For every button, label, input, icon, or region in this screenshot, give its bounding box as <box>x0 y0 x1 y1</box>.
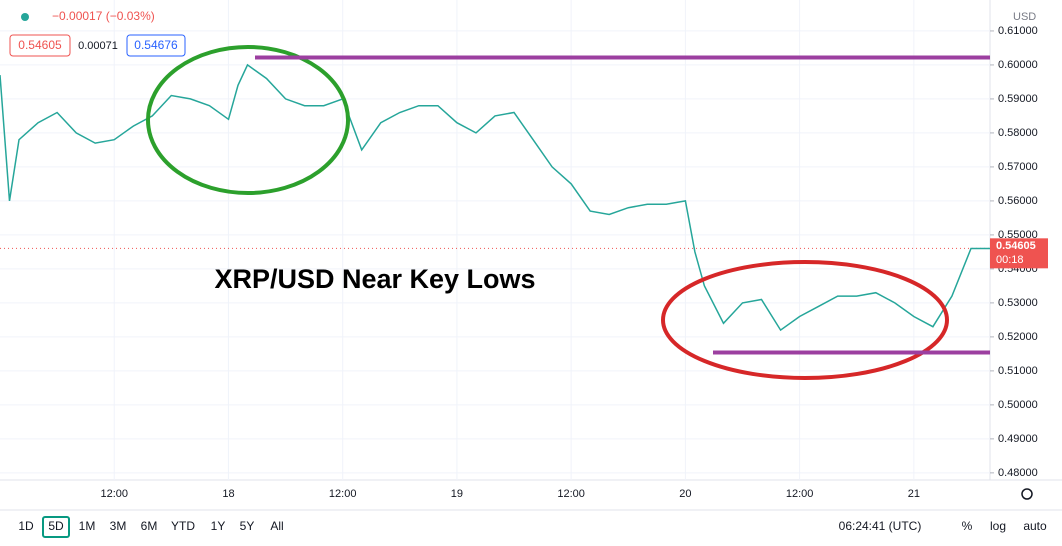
bid: 0.54605 <box>18 38 62 52</box>
y-tick-label: 0.49000 <box>998 433 1038 445</box>
range-button[interactable]: 6M <box>141 519 158 533</box>
percent-toggle[interactable]: % <box>962 519 973 533</box>
range-button[interactable]: All <box>270 519 283 533</box>
range-button[interactable]: 5Y <box>240 519 255 533</box>
settings-icon[interactable] <box>1021 488 1033 500</box>
range-active <box>42 516 70 538</box>
y-tick-label: 0.60000 <box>998 59 1038 71</box>
toolbar: 1D 5D 1M 3M 6M YTD 1Y 5Y All <box>18 516 284 538</box>
y-tick-label: 0.57000 <box>998 161 1038 173</box>
x-tick-label: 12:00 <box>786 488 814 500</box>
y-tick-label: 0.52000 <box>998 331 1038 343</box>
highlight-ellipse <box>661 260 949 380</box>
price-line <box>0 63 990 332</box>
x-tick-label: 18 <box>222 488 234 500</box>
annotation: XRP/USD Near Key Lows <box>214 264 535 294</box>
x-tick-label: 12:00 <box>329 488 357 500</box>
price-change: −0.00017 (−0.03%) <box>52 9 155 23</box>
currency[interactable]: USD <box>1013 11 1036 23</box>
y-tick-label: 0.56000 <box>998 195 1038 207</box>
status-dot <box>21 13 29 21</box>
spread: 0.00071 <box>78 40 118 52</box>
y-tick-label: 0.50000 <box>998 399 1038 411</box>
range-button[interactable]: 1M <box>79 519 96 533</box>
bid-box[interactable] <box>9 34 71 57</box>
ask: 0.54676 <box>134 38 178 52</box>
range-button[interactable]: 5D <box>48 519 64 533</box>
last-price-label: 0.54605 <box>996 240 1036 252</box>
range-button[interactable]: 3M <box>110 519 127 533</box>
range-button[interactable]: YTD <box>171 519 195 533</box>
range-button[interactable]: 1Y <box>211 519 226 533</box>
range-button[interactable]: 1D <box>18 519 34 533</box>
x-tick-label: 12:00 <box>100 488 128 500</box>
auto-toggle[interactable]: auto <box>1023 519 1047 533</box>
y-tick-label: 0.59000 <box>998 93 1038 105</box>
y-tick-label: 0.48000 <box>998 467 1038 479</box>
x-tick-label: 19 <box>451 488 463 500</box>
plot <box>0 0 990 480</box>
y-tick-label: 0.51000 <box>998 365 1038 377</box>
countdown: 00:18 <box>996 254 1024 266</box>
ask-box[interactable] <box>126 34 186 57</box>
clock: 06:24:41 (UTC) <box>839 519 922 533</box>
log-toggle[interactable]: log <box>990 519 1006 533</box>
y-tick-label: 0.55000 <box>998 229 1038 241</box>
x-tick-label: 12:00 <box>557 488 585 500</box>
x-tick-label: 20 <box>679 488 691 500</box>
y-tick-label: 0.58000 <box>998 127 1038 139</box>
highlight-ellipse <box>146 45 350 195</box>
y-tick-label: 0.61000 <box>998 25 1038 37</box>
x-tick-label: 21 <box>908 488 920 500</box>
y-tick-label: 0.53000 <box>998 297 1038 309</box>
last-price-box <box>990 238 1048 269</box>
